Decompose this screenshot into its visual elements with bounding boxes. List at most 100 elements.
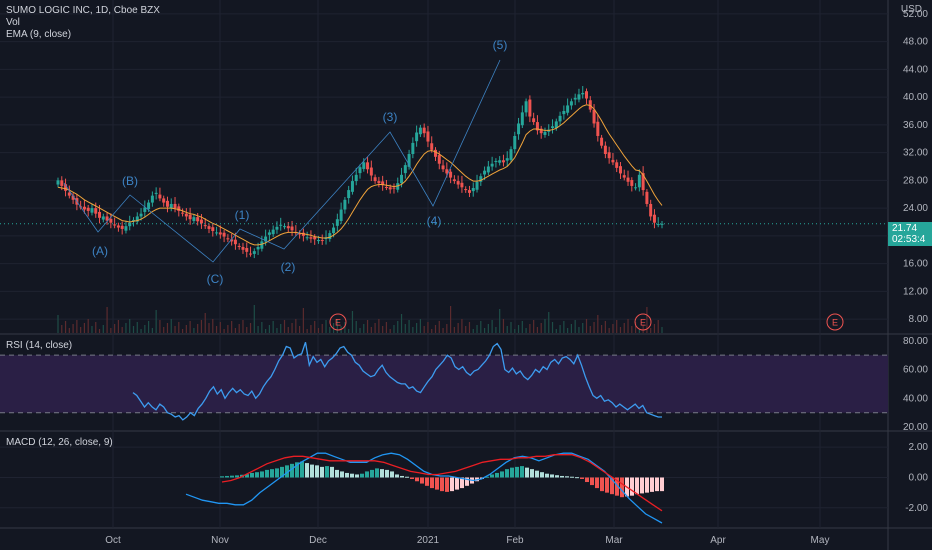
- macd-histogram-bar: [260, 471, 264, 478]
- volume-bar: [533, 320, 535, 333]
- candle-body: [339, 209, 343, 221]
- candle-body: [618, 166, 622, 174]
- earnings-marker-icon: [329, 313, 347, 331]
- candle-body: [154, 192, 158, 194]
- volume-bar: [321, 324, 323, 333]
- macd-histogram-bar: [425, 477, 429, 486]
- volume-bar: [363, 324, 365, 333]
- volume-bar: [129, 319, 131, 333]
- volume-bar: [238, 324, 240, 333]
- macd-histogram-bar: [365, 471, 369, 478]
- volume-bar: [355, 321, 357, 333]
- candle-body: [373, 177, 377, 182]
- volume-bar: [480, 321, 482, 333]
- candle-body: [298, 233, 302, 235]
- candle-body: [596, 121, 600, 136]
- candle-body: [434, 149, 437, 157]
- macd-histogram-bar: [510, 467, 514, 478]
- candle-body: [471, 188, 475, 192]
- rsi-legend: RSI (14, close): [6, 340, 72, 352]
- macd-histogram-bar: [375, 468, 379, 478]
- macd-histogram-bar: [395, 474, 399, 478]
- volume-bar: [314, 321, 316, 333]
- macd-histogram-bar: [590, 477, 594, 486]
- candle-body: [267, 232, 271, 235]
- candle-body: [279, 224, 283, 226]
- macd-histogram-bar: [465, 477, 469, 486]
- candle-body: [392, 187, 396, 189]
- volume-bar: [551, 322, 554, 333]
- volume-bar: [242, 320, 244, 333]
- macd-histogram-bar: [225, 475, 229, 478]
- macd-histogram-bar: [570, 476, 574, 478]
- volume-bar: [517, 325, 520, 333]
- currency-label: USD: [901, 4, 922, 15]
- macd-histogram-bar: [520, 466, 524, 478]
- candle-body: [230, 239, 234, 242]
- candle-body: [532, 118, 536, 123]
- volume-bar: [140, 329, 142, 333]
- macd-tick-label: 0.00: [909, 472, 929, 483]
- volume-bar: [404, 324, 406, 333]
- macd-histogram-bar: [300, 461, 304, 478]
- candle-body: [467, 190, 471, 193]
- volume-bar: [253, 305, 255, 333]
- macd-histogram-bar: [440, 477, 444, 492]
- volume-bar: [601, 325, 603, 333]
- macd-tick-label: -2.00: [905, 503, 928, 514]
- candle-body: [626, 177, 630, 182]
- signal-line: [221, 454, 663, 512]
- candle-body: [630, 180, 634, 186]
- macd-line: [185, 452, 663, 524]
- rsi-label: RSI (14, close): [6, 340, 73, 351]
- candle-body: [245, 248, 249, 252]
- volume-bar: [642, 325, 644, 333]
- candle-body: [494, 160, 498, 162]
- candle-body: [615, 162, 619, 168]
- candle-body: [98, 211, 102, 218]
- candle-body: [249, 253, 253, 255]
- volume-bar: [419, 319, 421, 333]
- volume-bar: [72, 324, 74, 333]
- candle-body: [316, 240, 320, 242]
- macd-histogram-bar: [280, 466, 284, 478]
- volume-bar: [476, 325, 478, 333]
- ema-label: EMA (9, close): [6, 29, 72, 40]
- candle-body: [592, 109, 596, 124]
- candle-body: [264, 236, 268, 242]
- price-tick-label: 12.00: [903, 286, 928, 297]
- wave-label: (A): [92, 244, 108, 258]
- candle-body: [460, 182, 464, 188]
- candle-body: [498, 160, 502, 163]
- time-tick-label: May: [811, 535, 830, 546]
- volume-bar: [136, 322, 138, 333]
- volume-bar: [204, 313, 206, 333]
- volume-bar: [608, 328, 610, 333]
- bar-countdown: 02:53:4: [892, 234, 926, 245]
- price-tick-label: 8.00: [909, 314, 929, 325]
- candle-body: [86, 207, 90, 211]
- volume-bar: [567, 328, 569, 333]
- candle-body: [430, 143, 434, 150]
- volume-bar: [657, 320, 659, 333]
- candle-body: [165, 200, 169, 207]
- macd-histogram-bar: [605, 477, 609, 493]
- volume-bar: [366, 320, 369, 333]
- volume-bar: [95, 322, 97, 333]
- candle-body: [335, 219, 339, 226]
- volume-bar: [510, 322, 512, 333]
- macd-histogram-bar: [545, 473, 549, 478]
- candle-body: [566, 105, 570, 113]
- volume-bar: [344, 322, 346, 333]
- volume-bar: [351, 311, 354, 333]
- candle-body: [128, 222, 132, 227]
- time-tick-label: Nov: [211, 535, 229, 546]
- price-tick-label: 16.00: [903, 259, 928, 270]
- candle-body: [82, 206, 86, 210]
- macd-histogram-bar: [320, 466, 324, 478]
- candle-body: [290, 226, 294, 231]
- candle-body: [588, 100, 592, 110]
- volume-bar: [582, 323, 584, 333]
